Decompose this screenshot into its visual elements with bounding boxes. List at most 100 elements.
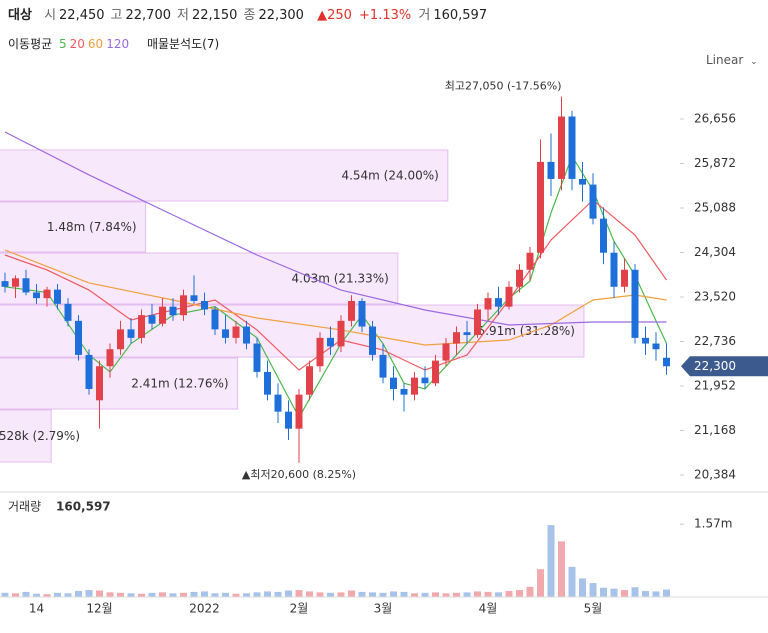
- candle-body: [463, 332, 471, 336]
- volume-bar: [463, 592, 471, 597]
- field-value: 22,150: [191, 8, 238, 23]
- y-tick-label: 24,304: [694, 245, 736, 259]
- scale-mode[interactable]: Linear ⌄: [706, 53, 758, 67]
- candle-body: [64, 303, 72, 321]
- y-tick-label: 23,520: [694, 290, 736, 304]
- volume-bar: [232, 593, 240, 597]
- volume-bar: [495, 592, 502, 597]
- volume-profile-label: 4.03m (21.33%): [292, 272, 389, 286]
- candle-body: [547, 161, 555, 179]
- volume-bar: [453, 592, 460, 597]
- volume-profile-label: 1.48m (7.84%): [47, 220, 137, 234]
- volume-bar: [516, 590, 523, 597]
- ma-name: 60: [87, 37, 104, 51]
- annotation: ▲최저20,600 (8.25%): [242, 468, 356, 481]
- volume-bar: [390, 591, 397, 597]
- volume-bar: [64, 593, 72, 597]
- candle-body: [642, 337, 649, 344]
- field-label: 시: [44, 8, 57, 23]
- volume-bar: [589, 583, 597, 597]
- candle-body: [348, 300, 355, 321]
- volume-bar: [295, 590, 303, 597]
- candle-body: [516, 269, 523, 287]
- candle-body: [201, 300, 208, 310]
- annotation: 최고27,050 (-17.56%): [445, 80, 562, 93]
- candle-body: [169, 306, 177, 316]
- candle-body: [610, 252, 618, 287]
- change-pct: +1.13%: [359, 8, 412, 23]
- volume-bar: [663, 589, 670, 597]
- volume-title: 거래량: [8, 500, 41, 514]
- volume-bar: [106, 592, 114, 597]
- ma-names: 5 20 60 120: [59, 37, 132, 51]
- candle-body: [526, 252, 534, 270]
- volume-bar: [306, 591, 313, 597]
- y-tick-label: 20,384: [694, 468, 736, 482]
- candle-body: [1, 281, 9, 287]
- candle-body: [631, 269, 639, 338]
- candle-body: [106, 349, 114, 367]
- ma-name: 120: [106, 37, 130, 51]
- price-header: 대상 시 22,450 고 22,700 저 22,150 종 22,300 ▲250 +1.…: [8, 4, 490, 23]
- volume-bar: [558, 541, 565, 597]
- candle-body: [400, 388, 408, 395]
- field-label: 저: [177, 8, 189, 23]
- volume-bar: [369, 592, 376, 597]
- volume-profile-bar: [0, 357, 239, 410]
- volume-bar: [96, 590, 103, 597]
- candle-body: [663, 357, 670, 367]
- candle-body: [264, 371, 271, 395]
- volume-profile-label: 2.41m (12.76%): [131, 377, 228, 391]
- volume-bar: [12, 593, 19, 597]
- volume-profile-bar: [0, 149, 449, 202]
- volume-profile-bar: [0, 252, 399, 305]
- candle-body: [148, 315, 156, 324]
- volume-bar: [610, 588, 618, 597]
- field-value: 22,700: [125, 8, 172, 23]
- volume-bar: [432, 592, 439, 597]
- candle-body: [579, 178, 586, 185]
- candle-body: [295, 394, 303, 429]
- candle-body: [621, 269, 628, 287]
- candle-body: [316, 337, 324, 367]
- volume-bar: [75, 590, 82, 597]
- volume-bar: [169, 593, 177, 597]
- volume-bar: [85, 590, 93, 597]
- candle-body: [138, 315, 145, 338]
- candle-body: [369, 326, 376, 355]
- candle-body: [495, 298, 502, 307]
- x-tick-label: 14: [29, 602, 44, 616]
- volume-bar: [43, 594, 51, 597]
- volume-bar: [148, 592, 156, 597]
- y-tick-label: 21,168: [694, 423, 736, 437]
- candle-body: [390, 377, 397, 389]
- volume-bar: [211, 593, 219, 597]
- volume-tick-label: 1.57m: [694, 517, 732, 531]
- volume-bar: [474, 591, 481, 597]
- volume-bar: [568, 566, 576, 597]
- candle-body: [12, 278, 19, 287]
- candle-body: [652, 343, 660, 350]
- volume-bar: [33, 593, 40, 597]
- ma-name: 5: [59, 37, 67, 51]
- volume-label: 거: [418, 8, 431, 23]
- ma-title[interactable]: 이동평균: [8, 37, 53, 51]
- candle-body: [306, 366, 313, 395]
- change: ▲250: [317, 8, 352, 23]
- x-tick-label: 12월: [86, 602, 112, 616]
- candle-body: [222, 329, 229, 338]
- candle-body: [253, 343, 261, 372]
- candle-body: [600, 218, 607, 253]
- candle-body: [54, 289, 61, 304]
- volume-bar: [537, 569, 544, 597]
- candle-body: [379, 354, 387, 378]
- indicator-legend: 이동평균 5 20 60 120 매물분석도(7): [8, 35, 222, 52]
- volume-bar: [400, 591, 408, 597]
- candle-body: [43, 289, 51, 299]
- profile-title[interactable]: 매물분석도(7): [146, 37, 220, 51]
- ohlc-fields: 시 22,450 고 22,700 저 22,150 종 22,300: [44, 8, 310, 23]
- candle-body: [117, 329, 124, 350]
- candle-body: [327, 337, 334, 347]
- candle-body: [232, 326, 240, 338]
